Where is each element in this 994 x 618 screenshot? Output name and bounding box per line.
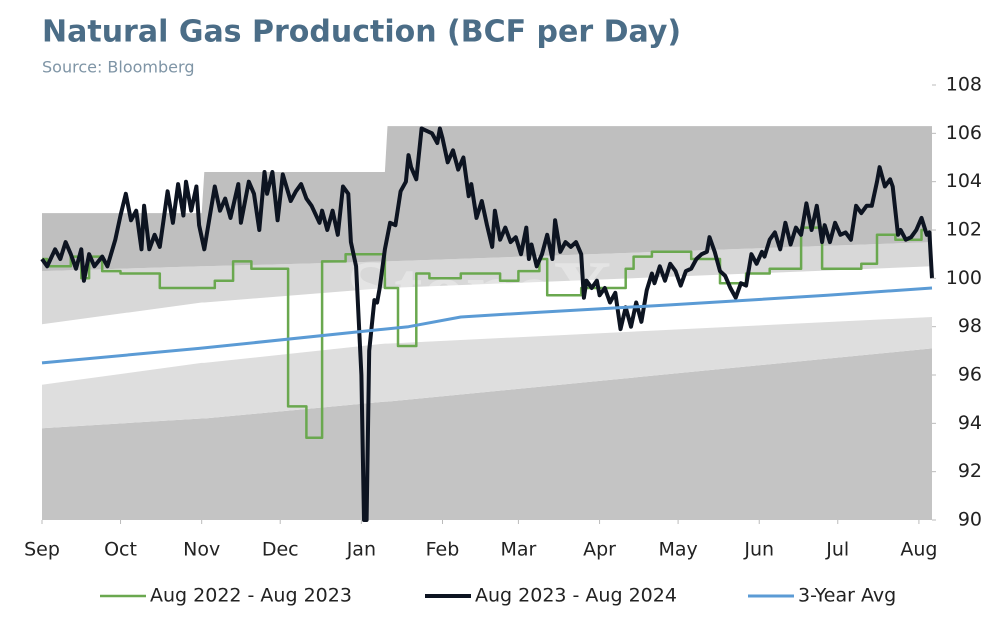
y-tick-label: 102 (946, 219, 982, 241)
series-line (40, 126, 934, 522)
bands (42, 126, 932, 520)
y-tick-label: 96 (958, 364, 982, 386)
y-tick-label: 94 (958, 412, 982, 434)
x-tick-label: Nov (183, 539, 220, 561)
x-tick-label: Oct (104, 539, 137, 561)
chart-title: Natural Gas Production (BCF per Day) (42, 15, 681, 50)
x-tick-label: Dec (262, 539, 299, 561)
y-tick-label: 90 (958, 509, 982, 531)
y-tick-label: 108 (946, 74, 982, 96)
legend-label: Aug 2022 - Aug 2023 (150, 585, 352, 607)
series-line (42, 226, 927, 440)
y-tick-label: 98 (958, 315, 982, 337)
chart-subtitle: Source: Bloomberg (42, 58, 194, 77)
x-tick-label: Feb (426, 539, 460, 561)
y-tick-label: 106 (946, 122, 982, 144)
series-line (41, 286, 933, 365)
x-tick-label: May (658, 539, 697, 561)
axes: 90 92 94 96 98 100 102 104 106 108 Sep Oct Nov Dec Jan… (24, 74, 982, 561)
y-tick-label: 100 (946, 267, 982, 289)
range-band (42, 348, 932, 520)
range-band (42, 317, 932, 429)
x-tick-label: Mar (500, 539, 536, 561)
x-tick-label: Apr (583, 539, 616, 561)
legend-label: Aug 2023 - Aug 2024 (475, 585, 677, 607)
x-tick-label: Jan (346, 539, 376, 561)
y-tick-label: 104 (946, 170, 982, 192)
legend-label: 3-Year Avg (798, 585, 896, 607)
x-tick-label: Jun (743, 539, 774, 561)
y-tick-label: 92 (958, 460, 982, 482)
watermark: StoneX (346, 243, 614, 339)
x-tick-label: Jul (825, 539, 849, 561)
x-tick-label: Aug (900, 539, 937, 561)
range-band (42, 126, 932, 272)
lines (40, 126, 934, 522)
x-tick-label: Sep (24, 539, 60, 561)
legend: Aug 2022 - Aug 2023 Aug 2023 - Aug 2024 3-… (100, 585, 896, 607)
range-band (42, 242, 932, 325)
